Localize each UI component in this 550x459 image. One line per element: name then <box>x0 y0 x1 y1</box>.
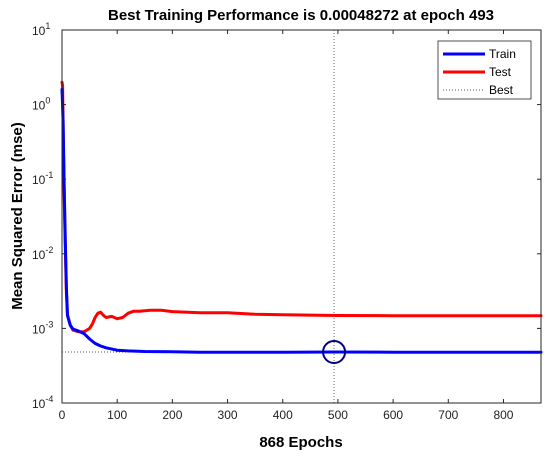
x-tick-label: 200 <box>162 408 182 422</box>
legend-label-test: Test <box>489 65 512 79</box>
axis-ticks: 0 100 200 300 400 500 600 700 800 10-4 10-3 10-2 10-… <box>32 21 541 422</box>
legend: Train Test Best <box>437 40 532 100</box>
x-tick-label: 300 <box>218 408 238 422</box>
y-tick-label: 101 <box>32 21 50 38</box>
y-tick-label: 10-3 <box>32 319 53 336</box>
y-tick-label: 10-2 <box>32 245 53 262</box>
x-tick-label: 600 <box>383 408 403 422</box>
y-tick-label: 10-4 <box>32 394 53 411</box>
legend-label-best: Best <box>489 83 514 97</box>
x-tick-label: 700 <box>438 408 458 422</box>
y-axis-label: Mean Squared Error (mse) <box>9 122 26 310</box>
best-circle-marker <box>322 339 347 364</box>
y-tick-label: 10-1 <box>32 170 53 187</box>
x-tick-label: 800 <box>493 408 513 422</box>
chart-title: Best Training Performance is 0.00048272 … <box>108 7 494 24</box>
legend-box <box>437 40 532 100</box>
x-tick-label: 100 <box>107 408 127 422</box>
plot-content <box>60 30 543 403</box>
plot-frame <box>61 29 542 404</box>
series-line-train <box>60 87 543 354</box>
x-axis-label: 868 Epochs <box>259 434 342 451</box>
x-tick-label: 400 <box>273 408 293 422</box>
x-tick-label: 500 <box>328 408 348 422</box>
legend-label-train: Train <box>489 47 516 61</box>
y-tick-label: 100 <box>32 96 50 113</box>
x-tick-label: 0 <box>59 408 66 422</box>
